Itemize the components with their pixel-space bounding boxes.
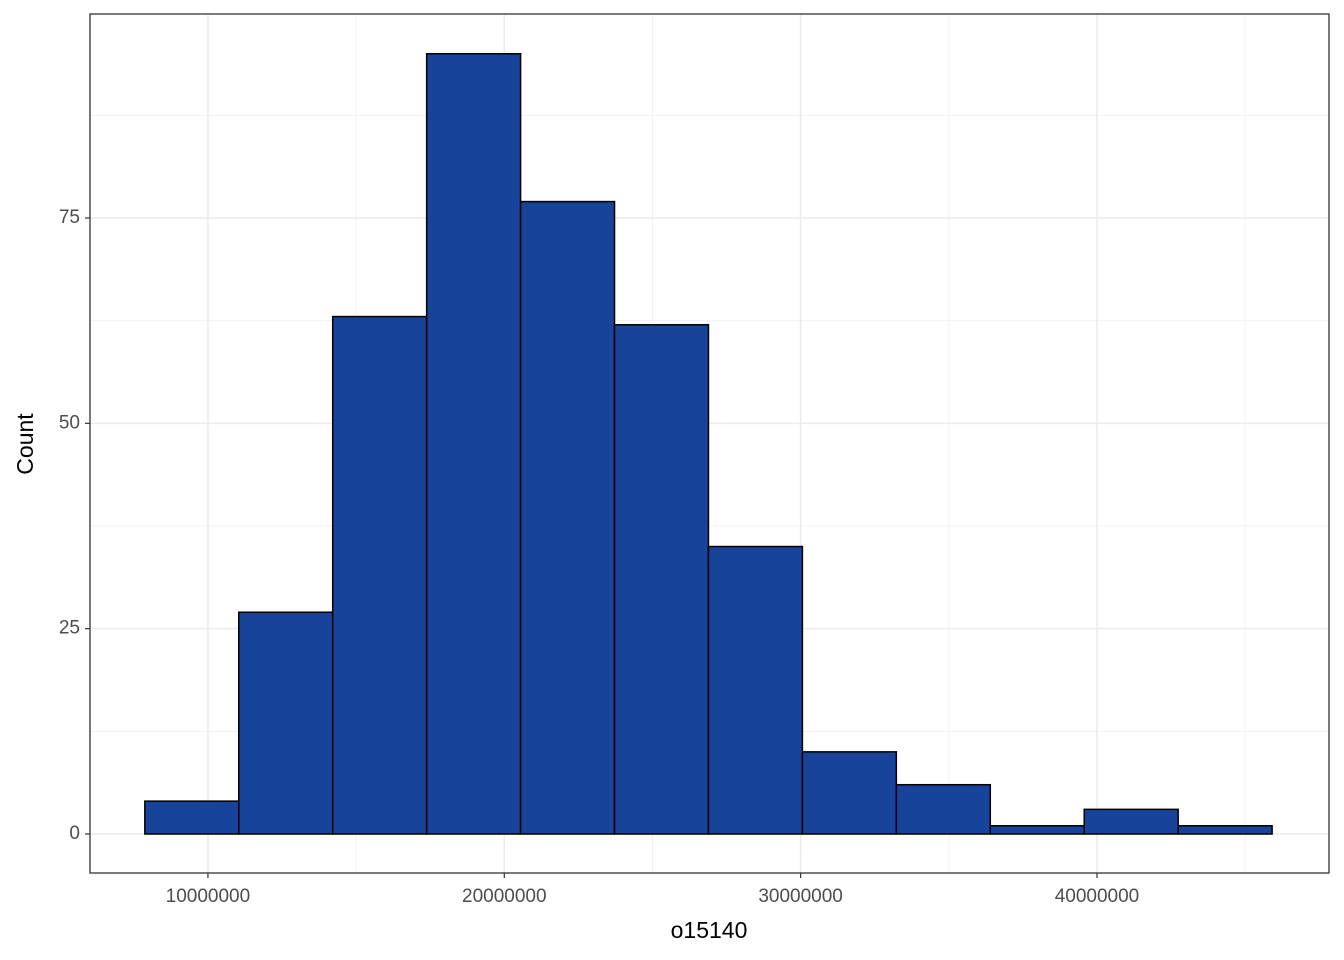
y-tick-label: 50 <box>59 412 80 433</box>
bar <box>331 315 428 835</box>
x-axis-title: o15140 <box>671 917 748 943</box>
y-axis-title: Count <box>12 413 38 475</box>
x-tick-label: 20000000 <box>462 886 547 907</box>
y-tick-label: 25 <box>59 618 80 639</box>
bar <box>895 783 992 835</box>
panel-border <box>89 13 1330 874</box>
bar <box>989 825 1085 835</box>
bar <box>425 53 522 835</box>
x-tick-label: 40000000 <box>1055 886 1140 907</box>
y-tick-label: 0 <box>69 823 80 844</box>
bar <box>519 200 616 835</box>
bar <box>613 324 710 835</box>
bar <box>707 545 804 835</box>
bar <box>801 751 898 835</box>
bar <box>1083 808 1179 835</box>
y-tick-label: 75 <box>59 207 80 228</box>
bar <box>1177 825 1273 835</box>
x-tick-label: 10000000 <box>166 886 251 907</box>
bar <box>144 800 240 835</box>
x-tick-label: 30000000 <box>758 886 843 907</box>
bar <box>238 611 334 835</box>
